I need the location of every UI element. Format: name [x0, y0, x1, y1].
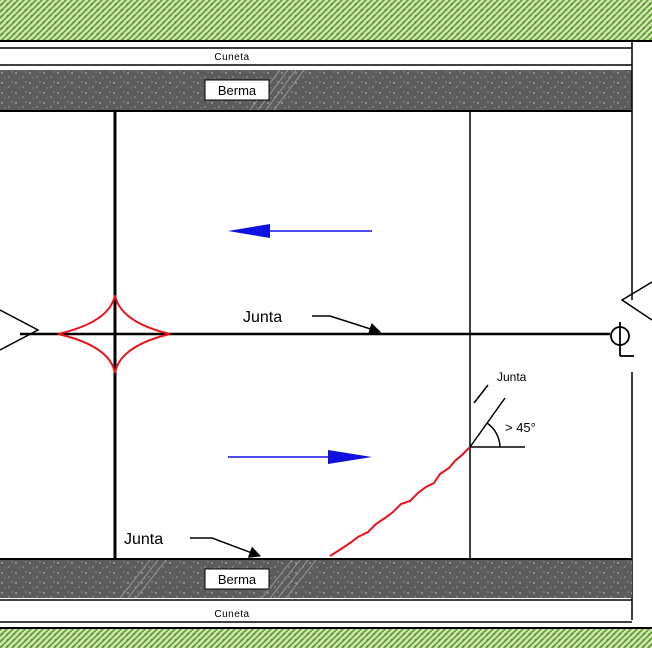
junta-bottom-label: Junta — [124, 531, 163, 548]
cuneta-bottom-label: Cuneta — [214, 609, 249, 620]
corner-crack-star — [57, 294, 171, 374]
grass-top — [0, 0, 652, 40]
angle-label: > 45° — [505, 420, 536, 435]
grass-bottom — [0, 629, 652, 648]
diagonal-crack — [329, 446, 471, 557]
lower-lane-arrow-head — [328, 450, 372, 464]
berma-bottom-label: Berma — [218, 572, 257, 587]
cuneta-top-label: Cuneta — [214, 52, 249, 63]
berma-bottom-label-box — [204, 568, 270, 590]
right-break-mark — [620, 281, 652, 321]
junta-right-leader — [473, 384, 489, 404]
berma-top-hatch — [249, 69, 305, 111]
upper-lane-arrow-head — [228, 224, 270, 238]
centerline-symbol — [610, 322, 634, 357]
berma-bottom-hatch — [119, 559, 317, 599]
junta-bottom-leader — [190, 537, 262, 558]
berma-top-label-box — [204, 79, 270, 101]
berma-top-label: Berma — [218, 83, 257, 98]
junta-center-label: Junta — [243, 309, 282, 326]
berma-top — [0, 70, 632, 110]
left-break-mark — [0, 309, 40, 351]
junta-center-leader — [312, 315, 382, 335]
berma-bottom — [0, 560, 632, 598]
junta-right-label: Junta — [497, 370, 527, 384]
angle-arc — [486, 422, 501, 448]
